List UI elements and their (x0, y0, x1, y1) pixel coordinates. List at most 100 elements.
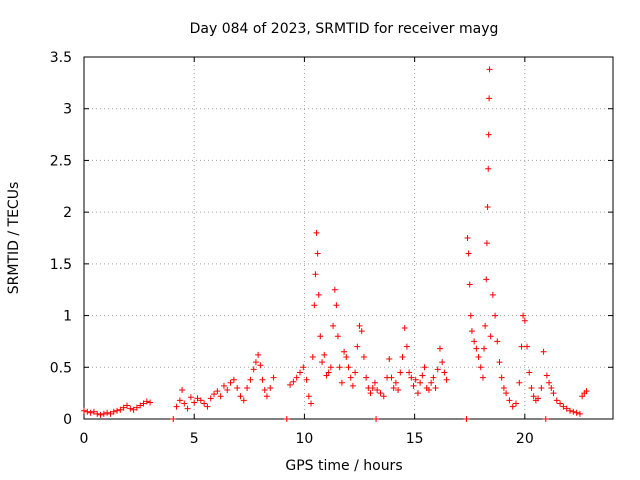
data-point (546, 379, 553, 386)
data-point (390, 384, 397, 391)
data-point (259, 376, 266, 383)
data-point (573, 409, 580, 416)
data-point (428, 379, 435, 386)
data-point (110, 408, 117, 415)
data-point (137, 402, 144, 409)
data-point (486, 95, 493, 102)
data-point (430, 374, 437, 381)
data-point (303, 376, 310, 383)
data-point (267, 384, 274, 391)
chart-title: Day 084 of 2023, SRMTID for receiver may… (190, 21, 499, 37)
data-point (321, 351, 328, 358)
data-point (481, 345, 488, 352)
data-point (401, 324, 408, 331)
data-point (374, 387, 381, 394)
data-point (487, 333, 494, 340)
plot-frame (83, 56, 614, 420)
data-point (503, 390, 510, 397)
data-point (436, 345, 443, 352)
data-point (107, 410, 114, 417)
data-point (234, 384, 241, 391)
data-point (486, 66, 493, 73)
data-point (257, 362, 264, 369)
data-point (397, 369, 404, 376)
data-point (542, 416, 549, 422)
data-point (312, 271, 319, 278)
data-point (250, 366, 257, 373)
data-point (325, 369, 332, 376)
data-point (563, 405, 570, 412)
data-point (441, 369, 448, 376)
data-point (349, 382, 356, 389)
data-point (485, 131, 492, 138)
data-point (352, 369, 359, 376)
data-point (367, 390, 374, 397)
data-point (482, 322, 489, 329)
data-point (305, 393, 312, 400)
data-point (317, 333, 324, 340)
data-point (127, 405, 134, 412)
data-point (467, 312, 474, 319)
data-point (173, 403, 180, 410)
data-point (311, 302, 318, 309)
data-point (543, 372, 550, 379)
data-point (263, 393, 270, 400)
data-point (252, 359, 259, 366)
data-point (506, 397, 513, 404)
data-point (466, 281, 473, 288)
grid-lines (84, 57, 613, 419)
data-point (419, 372, 426, 379)
data-point (356, 322, 363, 329)
data-point (548, 384, 555, 391)
data-point (524, 343, 531, 350)
data-point (187, 394, 194, 401)
data-point (293, 374, 300, 381)
data-point (560, 403, 567, 410)
data-point (498, 374, 505, 381)
data-point (261, 387, 268, 394)
x-tick-label: 15 (406, 431, 424, 447)
data-point (207, 395, 214, 402)
data-point (528, 384, 535, 391)
x-tick-label: 0 (80, 431, 89, 447)
data-point (308, 400, 315, 407)
data-point (425, 387, 432, 394)
data-point (489, 291, 496, 298)
data-point (484, 203, 491, 210)
data-point (176, 397, 183, 404)
data-point (179, 387, 186, 394)
x-tick-label: 5 (190, 431, 199, 447)
data-point (270, 374, 277, 381)
data-point (300, 364, 307, 371)
data-point (576, 410, 583, 417)
data-point (526, 369, 533, 376)
data-point (465, 250, 472, 257)
data-point (509, 403, 516, 410)
data-point (363, 374, 370, 381)
data-point (494, 338, 501, 345)
data-point (392, 379, 399, 386)
data-point (530, 393, 537, 400)
data-point (130, 406, 137, 413)
data-point (184, 405, 191, 412)
data-point (244, 384, 251, 391)
data-point (538, 384, 545, 391)
data-point (406, 369, 413, 376)
data-point (315, 291, 322, 298)
data-point (550, 390, 557, 397)
data-point (247, 376, 254, 383)
data-point (434, 366, 441, 373)
data-point (483, 240, 490, 247)
data-point (237, 393, 244, 400)
data-point (117, 406, 124, 413)
data-point (479, 374, 486, 381)
data-point (496, 359, 503, 366)
y-tick-label: 0.5 (50, 360, 72, 376)
data-point (410, 382, 417, 389)
data-point (287, 381, 294, 388)
data-point (87, 409, 94, 416)
data-point (191, 399, 198, 406)
data-point (343, 353, 350, 360)
data-point (408, 374, 415, 381)
data-point (333, 302, 340, 309)
